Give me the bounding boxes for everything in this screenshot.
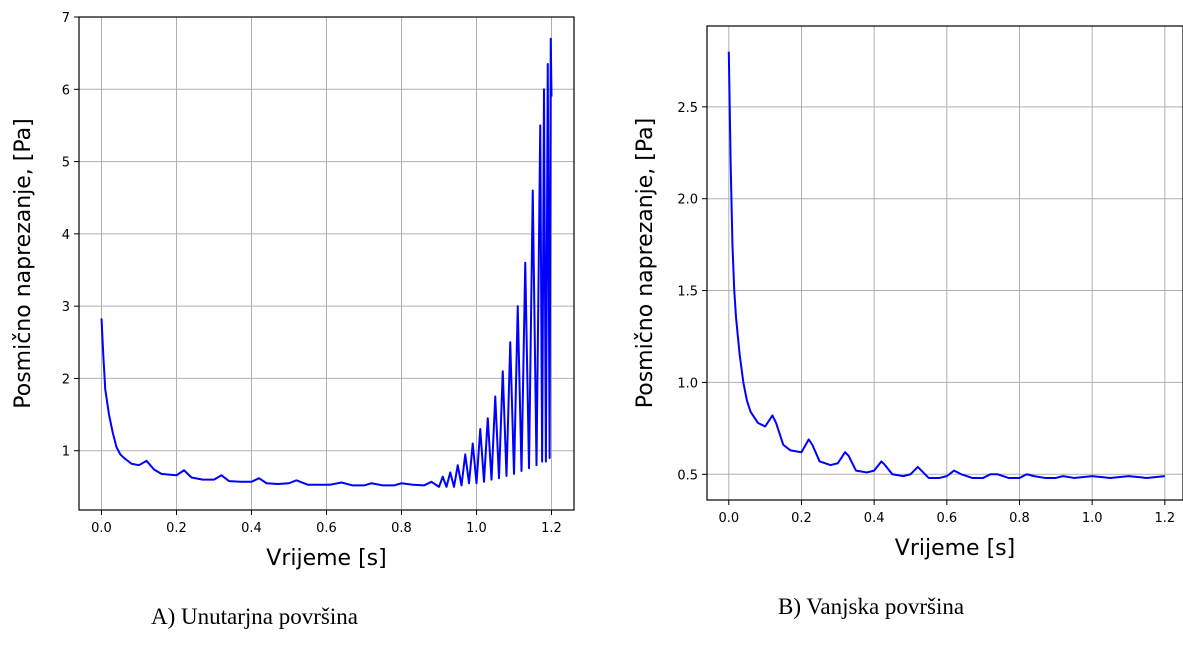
x-tick-label: 0.4: [864, 511, 885, 526]
x-tick-label: 0.6: [936, 511, 957, 526]
y-tick-label: 2.0: [677, 193, 698, 208]
x-tick-label: 1.2: [1154, 511, 1175, 526]
caption-a: A) Unutarjna površina: [151, 604, 358, 629]
x-tick-label: 1.2: [541, 521, 562, 536]
x-tick-label: 1.0: [1082, 511, 1103, 526]
x-tick-label: 0.6: [316, 521, 337, 536]
y-tick-label: 0.5: [677, 468, 698, 483]
y-tick-label: 1.5: [677, 285, 698, 300]
y-tick-label: 5: [62, 156, 70, 171]
y-tick-label: 1: [62, 445, 70, 460]
x-axis-label: Vrijeme [s]: [266, 546, 386, 571]
x-tick-label: 0.0: [91, 521, 112, 536]
series-line: [100, 37, 553, 488]
x-axis-label: Vrijeme [s]: [895, 536, 1015, 561]
x-tick-label: 0.4: [241, 521, 262, 536]
y-tick-label: 4: [62, 228, 70, 243]
y-axis-label: Posmično naprezanje, [Pa]: [11, 118, 36, 408]
y-axis-label: Posmično naprezanje, [Pa]: [633, 118, 658, 408]
x-tick-label: 0.2: [791, 511, 812, 526]
series-line: [727, 51, 1165, 479]
x-tick-label: 0.2: [166, 521, 187, 536]
x-tick-label: 0.0: [718, 511, 739, 526]
y-tick-label: 3: [62, 300, 70, 315]
y-tick-label: 7: [62, 11, 70, 26]
axes-frame: [706, 25, 1183, 501]
y-tick-label: 1.0: [677, 376, 698, 391]
chart-a: 0.0 0.2 0.4 0.6 0.8 1.0 1.2 1 2 3 4 5 6 7 Vrijeme [s] P…: [11, 11, 575, 571]
caption-b: B) Vanjska površina: [778, 594, 965, 619]
y-tick-label: 6: [62, 83, 70, 98]
x-tick-label: 0.8: [1009, 511, 1030, 526]
x-tick-label: 0.8: [391, 521, 412, 536]
y-tick-label: 2.5: [677, 101, 698, 116]
chart-b: 0.0 0.2 0.4 0.6 0.8 1.0 1.2 0.5 1.0 1.5 2.0 2.5 Vrij…: [633, 25, 1183, 561]
y-tick-label: 2: [62, 372, 70, 387]
x-tick-label: 1.0: [466, 521, 487, 536]
